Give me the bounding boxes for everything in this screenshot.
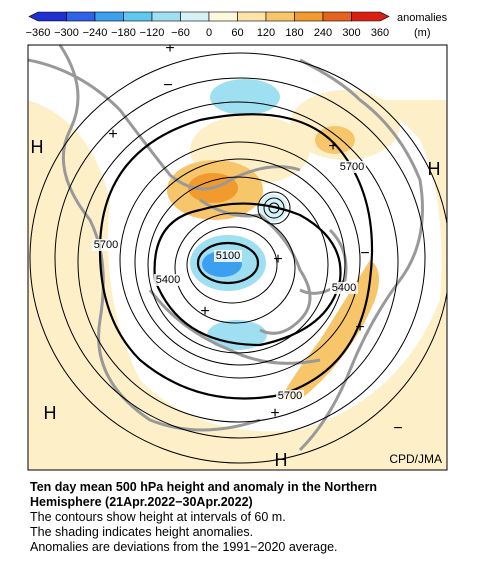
colorbar-tick-label: 360 [371,27,389,39]
contour-label: 5100 [216,250,240,262]
colorbar-segment [123,11,153,22]
contour-label-bg [276,390,304,402]
colorbar-tick-label: 240 [314,27,332,39]
anomaly-shading [167,79,379,400]
caption-line: Anomalies are deviations from the 1991−2… [30,540,338,554]
caption-line: The shading indicates height anomalies. [30,525,254,539]
colorbar-segment [208,11,238,22]
minus-marker: − [393,420,402,437]
plus-marker: + [200,303,209,320]
colorbar: −360 −300 −240 −180 −120 −60 0 60 120 180 240 300 36… [26,11,390,39]
map-annotations: 5700 5700 5700 5400 5400 5100 H H H H + + + + + + + − − − CP… [31,40,443,470]
colorbar-segment [265,11,295,22]
contour-label-bg [214,250,242,262]
minus-marker: − [360,245,369,262]
colorbar-title: anomalies [397,12,448,24]
colorbar-segment [322,11,352,22]
colorbar-tick-label: 300 [342,27,360,39]
colorbar-segment [66,11,96,22]
caption-line: The contours show height at intervals of… [30,510,286,524]
contour-label: 5700 [94,239,118,251]
colorbar-tick-label: 120 [257,27,275,39]
colorbar-tick-label: −360 [26,27,51,39]
high-marker: H [44,403,57,423]
colorbar-segment [151,11,181,22]
contour-label: 5700 [278,390,302,402]
minus-marker: − [163,77,172,94]
plus-marker: + [328,138,337,155]
contour-label-bg [338,161,366,173]
contour-label: 5400 [332,282,356,294]
colorbar-segment [351,11,390,22]
colorbar-segment [28,11,67,22]
plus-marker: + [273,251,282,268]
contour-label-bg [330,282,358,294]
coastlines [28,45,424,452]
plus-marker: + [355,319,364,336]
colorbar-unit: (m) [414,27,431,39]
figure: −360 −300 −240 −180 −120 −60 0 60 120 180 240 300 36… [26,11,448,471]
colorbar-tick-label: 60 [231,27,243,39]
height-contours [29,52,447,464]
caption-title: Hemisphere (21Apr.2022−30Apr.2022) [30,495,253,509]
colorbar-tick-label: −60 [171,27,190,39]
colorbar-segment [94,11,124,22]
credit: CPD/JMA [389,452,442,466]
colorbar-tick-label: −180 [111,27,136,39]
colorbar-tick-label: 0 [206,27,212,39]
contour-label: 5400 [156,274,180,286]
high-marker: H [275,450,288,470]
plus-marker: + [165,40,174,57]
map-frame [27,44,448,471]
colorbar-tick-label: 180 [285,27,303,39]
high-marker: H [428,159,441,179]
map: 5700 5700 5700 5400 5400 5100 H H H H + + + + + + + − − − CP… [28,40,447,470]
contour-label-bg [154,274,182,286]
caption-title: Ten day mean 500 hPa height and anomaly … [30,480,378,494]
colorbar-tick-label: −300 [54,27,79,39]
colorbar-tick-label: −240 [83,27,108,39]
colorbar-tick-label: −120 [140,27,165,39]
plus-marker: + [270,405,279,422]
contour-label: 5700 [340,161,364,173]
colorbar-segment [180,11,210,22]
colorbar-segment [294,11,324,22]
colorbar-segment [237,11,267,22]
plus-marker: + [108,126,117,143]
high-marker: H [31,137,44,157]
contour-label-bg [92,239,120,251]
